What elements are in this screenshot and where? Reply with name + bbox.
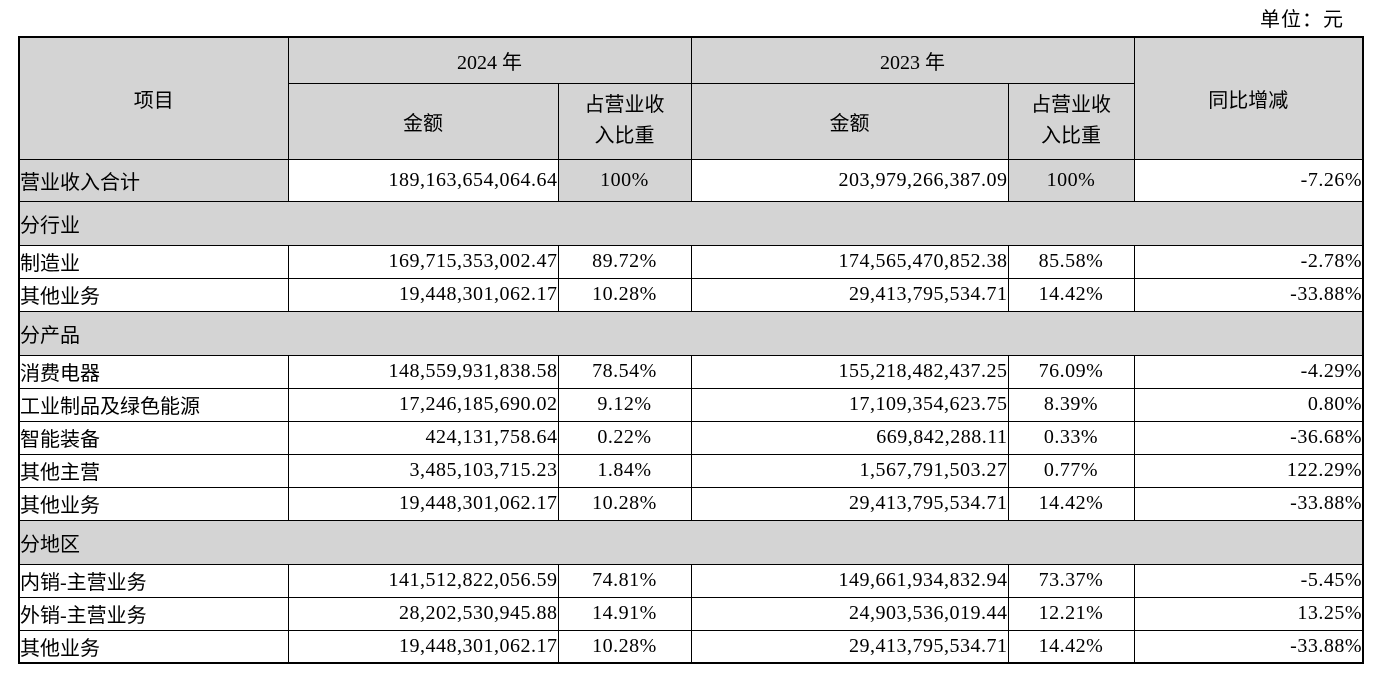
amount-2024-cell: 169,715,353,002.47 bbox=[287, 244, 559, 279]
ratio-2024-cell: 10.28% bbox=[557, 277, 692, 312]
yoy-cell: -7.26% bbox=[1133, 158, 1364, 202]
amount-2023-cell: 29,413,795,534.71 bbox=[690, 486, 1009, 521]
ratio-2023-cell: 76.09% bbox=[1007, 354, 1135, 389]
ratio-2024-cell: 10.28% bbox=[557, 629, 692, 664]
ratio-2023-cell: 100% bbox=[1007, 158, 1135, 202]
col-header-ratio-2023: 占营业收入比重 bbox=[1007, 82, 1135, 160]
ratio-2023-cell: 14.42% bbox=[1007, 277, 1135, 312]
header-row-sub: 金额 占营业收入比重 金额 占营业收入比重 bbox=[19, 82, 1363, 160]
table-row-manufacturing: 制造业 169,715,353,002.47 89.72% 174,565,47… bbox=[18, 244, 1364, 279]
section-label: 分行业 bbox=[18, 200, 1364, 246]
ratio-2024-cell: 10.28% bbox=[557, 486, 692, 521]
header-row-years: 项目 2024 年 2023 年 同比增减 bbox=[18, 36, 1364, 160]
yoy-cell: -2.78% bbox=[1133, 244, 1364, 279]
amount-2023-cell: 155,218,482,437.25 bbox=[690, 354, 1009, 389]
ratio-2024-cell: 78.54% bbox=[557, 354, 692, 389]
section-row-by-industry: 分行业 bbox=[18, 200, 1364, 246]
ratio-2024-cell: 1.84% bbox=[557, 453, 692, 488]
row-label: 智能装备 bbox=[18, 420, 289, 455]
col-header-item: 项目 bbox=[18, 36, 289, 160]
amount-2024-cell: 28,202,530,945.88 bbox=[287, 596, 559, 631]
col-header-year-2023: 2023 年 bbox=[690, 36, 1135, 84]
amount-2023-cell: 174,565,470,852.38 bbox=[690, 244, 1009, 279]
row-label: 制造业 bbox=[18, 244, 289, 279]
amount-2024-cell: 3,485,103,715.23 bbox=[287, 453, 559, 488]
row-label: 其他业务 bbox=[18, 629, 289, 664]
ratio-2024-cell: 14.91% bbox=[557, 596, 692, 631]
ratio-header-text: 占营业收入比重 bbox=[584, 94, 665, 147]
ratio-2023-cell: 0.33% bbox=[1007, 420, 1135, 455]
table-row-consumer-appliances: 消费电器 148,559,931,838.58 78.54% 155,218,4… bbox=[18, 354, 1364, 389]
ratio-2023-cell: 85.58% bbox=[1007, 244, 1135, 279]
ratio-2023-cell: 14.42% bbox=[1007, 486, 1135, 521]
ratio-2023-cell: 12.21% bbox=[1007, 596, 1135, 631]
table-row-industrial-green-energy: 工业制品及绿色能源 17,246,185,690.02 9.12% 17,109… bbox=[18, 387, 1364, 422]
amount-2023-cell: 149,661,934,832.94 bbox=[690, 563, 1009, 598]
amount-2023-cell: 203,979,266,387.09 bbox=[690, 158, 1009, 202]
row-label: 内销-主营业务 bbox=[18, 563, 289, 598]
ratio-2024-cell: 89.72% bbox=[557, 244, 692, 279]
amount-2023-cell: 1,567,791,503.27 bbox=[690, 453, 1009, 488]
ratio-2024-cell: 0.22% bbox=[557, 420, 692, 455]
yoy-cell: -5.45% bbox=[1133, 563, 1364, 598]
ratio-header-text: 占营业收入比重 bbox=[1031, 94, 1111, 147]
col-header-yoy: 同比增减 bbox=[1133, 36, 1364, 160]
amount-2024-cell: 19,448,301,062.17 bbox=[287, 486, 559, 521]
col-header-amount-2024: 金额 bbox=[287, 82, 559, 160]
yoy-cell: -4.29% bbox=[1133, 354, 1364, 389]
amount-2023-cell: 17,109,354,623.75 bbox=[690, 387, 1009, 422]
amount-2023-cell: 24,903,536,019.44 bbox=[690, 596, 1009, 631]
unit-label: 单位：元 bbox=[1260, 9, 1344, 31]
yoy-cell: 0.80% bbox=[1133, 387, 1364, 422]
col-header-amount-2023: 金额 bbox=[690, 82, 1009, 160]
ratio-2023-cell: 14.42% bbox=[1007, 629, 1135, 664]
ratio-2024-cell: 100% bbox=[557, 158, 692, 202]
section-label: 分产品 bbox=[18, 310, 1364, 356]
section-row-by-region: 分地区 bbox=[18, 519, 1364, 565]
table-row-domestic-main: 内销-主营业务 141,512,822,056.59 74.81% 149,66… bbox=[18, 563, 1364, 598]
ratio-2023-cell: 8.39% bbox=[1007, 387, 1135, 422]
table-row-other-business: 其他业务 19,448,301,062.17 10.28% 29,413,795… bbox=[18, 486, 1364, 521]
amount-2024-cell: 17,246,185,690.02 bbox=[287, 387, 559, 422]
row-label: 工业制品及绿色能源 bbox=[18, 387, 289, 422]
yoy-cell: -33.88% bbox=[1133, 629, 1364, 664]
table-row-other-business: 其他业务 19,448,301,062.17 10.28% 29,413,795… bbox=[18, 629, 1364, 664]
table-header: 项目 2024 年 2023 年 同比增减 金额 占营业收入比重 金额 占营业收… bbox=[18, 36, 1364, 160]
col-header-ratio-2024: 占营业收入比重 bbox=[557, 82, 692, 160]
yoy-cell: 13.25% bbox=[1133, 596, 1364, 631]
col-header-year-2024: 2024 年 bbox=[287, 36, 692, 84]
section-label: 分地区 bbox=[18, 519, 1364, 565]
ratio-2024-cell: 74.81% bbox=[557, 563, 692, 598]
amount-2023-cell: 29,413,795,534.71 bbox=[690, 629, 1009, 664]
amount-2024-cell: 141,512,822,056.59 bbox=[287, 563, 559, 598]
amount-2024-cell: 189,163,654,064.64 bbox=[287, 158, 559, 202]
amount-2023-cell: 669,842,288.11 bbox=[690, 420, 1009, 455]
amount-2024-cell: 424,131,758.64 bbox=[287, 420, 559, 455]
section-row-by-product: 分产品 bbox=[18, 310, 1364, 356]
row-label: 消费电器 bbox=[18, 354, 289, 389]
amount-2023-cell: 29,413,795,534.71 bbox=[690, 277, 1009, 312]
yoy-cell: -33.88% bbox=[1133, 277, 1364, 312]
table-row-export-main: 外销-主营业务 28,202,530,945.88 14.91% 24,903,… bbox=[18, 596, 1364, 631]
row-label: 其他主营 bbox=[18, 453, 289, 488]
amount-2024-cell: 19,448,301,062.17 bbox=[287, 629, 559, 664]
yoy-cell: -33.88% bbox=[1133, 486, 1364, 521]
amount-2024-cell: 148,559,931,838.58 bbox=[287, 354, 559, 389]
yoy-cell: -36.68% bbox=[1133, 420, 1364, 455]
yoy-cell: 122.29% bbox=[1133, 453, 1364, 488]
amount-2024-cell: 19,448,301,062.17 bbox=[287, 277, 559, 312]
row-label: 外销-主营业务 bbox=[18, 596, 289, 631]
row-label: 其他业务 bbox=[18, 486, 289, 521]
revenue-breakdown-table: 项目 2024 年 2023 年 同比增减 金额 占营业收入比重 金额 占营业收… bbox=[18, 36, 1364, 664]
table-row-other-main: 其他主营 3,485,103,715.23 1.84% 1,567,791,50… bbox=[18, 453, 1364, 488]
row-label: 其他业务 bbox=[18, 277, 289, 312]
table-row-smart-equipment: 智能装备 424,131,758.64 0.22% 669,842,288.11… bbox=[18, 420, 1364, 455]
table-row-other-business: 其他业务 19,448,301,062.17 10.28% 29,413,795… bbox=[18, 277, 1364, 312]
row-label: 营业收入合计 bbox=[18, 158, 289, 202]
table-row-total-revenue: 营业收入合计 189,163,654,064.64 100% 203,979,2… bbox=[18, 158, 1364, 202]
ratio-2024-cell: 9.12% bbox=[557, 387, 692, 422]
ratio-2023-cell: 73.37% bbox=[1007, 563, 1135, 598]
ratio-2023-cell: 0.77% bbox=[1007, 453, 1135, 488]
